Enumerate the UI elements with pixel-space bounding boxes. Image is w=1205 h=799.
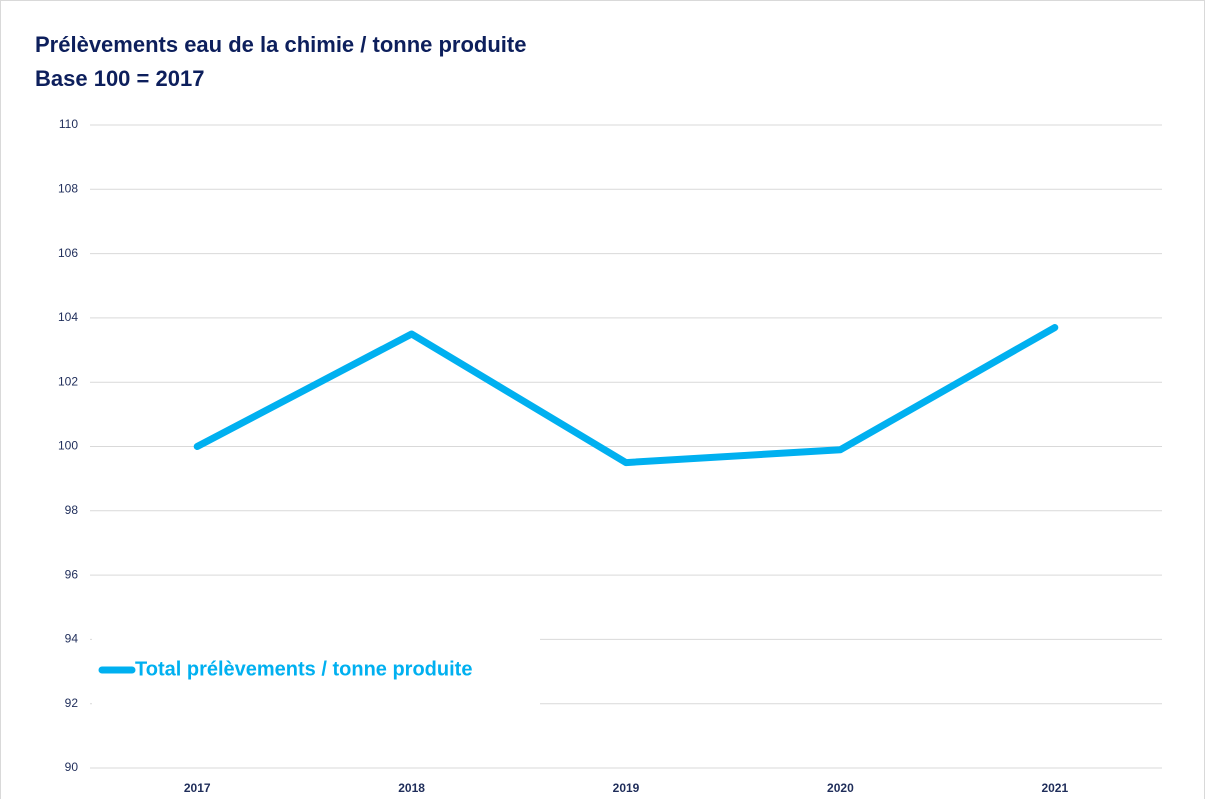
legend-label: Total prélèvements / tonne produite bbox=[135, 658, 472, 680]
x-tick-label: 2019 bbox=[613, 781, 640, 795]
y-tick-label: 108 bbox=[58, 181, 78, 195]
x-tick-label: 2021 bbox=[1041, 781, 1068, 795]
y-tick-label: 106 bbox=[58, 246, 78, 260]
y-tick-label: 104 bbox=[58, 310, 78, 324]
data-line bbox=[193, 324, 1059, 467]
y-tick-label: 110 bbox=[59, 117, 78, 131]
y-tick-label: 100 bbox=[58, 439, 78, 453]
x-tick-label: 2017 bbox=[184, 781, 211, 795]
y-tick-label: 98 bbox=[65, 503, 79, 517]
chart-subtitle: Base 100 = 2017 bbox=[35, 66, 204, 91]
x-tick-label: 2020 bbox=[827, 781, 854, 795]
y-tick-label: 96 bbox=[65, 567, 79, 581]
y-tick-label: 94 bbox=[65, 632, 79, 646]
legend-box bbox=[92, 576, 540, 706]
y-tick-label: 90 bbox=[65, 760, 79, 774]
x-tick-label: 2018 bbox=[398, 781, 425, 795]
y-tick-label: 92 bbox=[65, 696, 79, 710]
chart-title: Prélèvements eau de la chimie / tonne pr… bbox=[35, 32, 526, 57]
y-tick-label: 102 bbox=[58, 374, 78, 388]
